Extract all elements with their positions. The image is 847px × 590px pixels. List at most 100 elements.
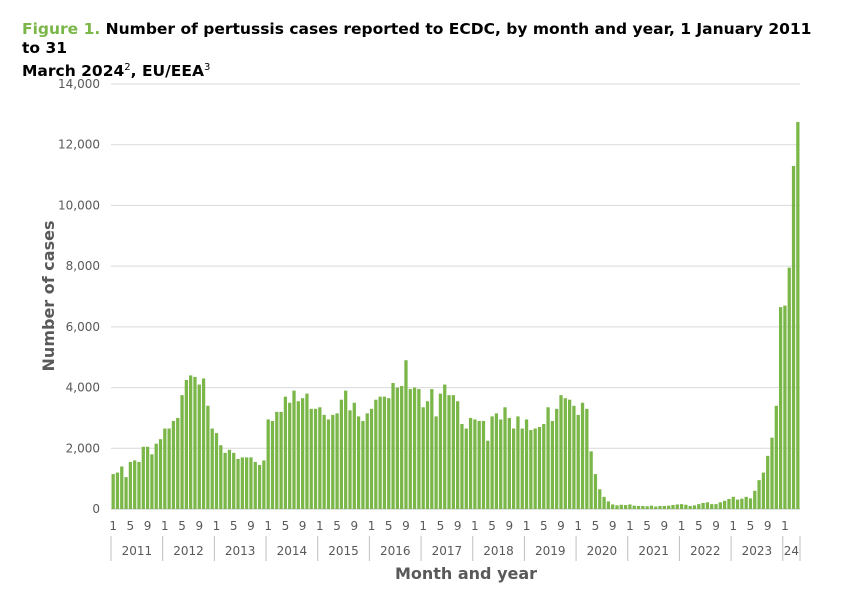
x-tick-label: 1 [109,519,117,533]
year-label: 24 [784,544,799,558]
title-line2b: , EU/EEA [130,62,204,81]
bar [710,504,714,509]
bar [585,408,589,509]
bar [111,474,115,509]
bar [283,396,288,509]
bar [201,378,206,509]
bar [731,496,735,509]
bar [296,401,300,509]
bar [481,420,486,509]
bar [322,414,326,509]
bar [641,505,645,509]
bar [593,474,598,509]
x-tick-label: 1 [316,519,324,533]
bar [305,393,309,509]
bar [210,428,214,509]
y-tick-label: 4,000 [66,381,100,395]
bar [619,504,623,509]
bar [512,428,516,509]
bar [266,419,270,509]
bar [206,405,210,509]
bar [636,505,641,509]
title-line1: Number of pertussis cases reported to EC… [22,20,812,57]
y-tick-label: 12,000 [58,138,100,152]
bar [516,416,520,509]
bar [158,439,163,509]
x-tick-label: 9 [712,519,720,533]
bar [300,398,305,509]
bar [787,267,791,509]
bar [447,395,451,509]
bar [550,420,555,509]
bar [227,449,232,509]
bar [456,401,460,509]
x-tick-label: 9 [195,519,203,533]
bar [740,498,744,509]
bar [150,454,154,509]
bar [133,460,137,509]
bar [193,376,197,509]
bar [477,420,481,509]
bar [344,390,348,509]
bar [796,121,800,509]
bar [270,420,275,509]
bar [240,457,244,509]
x-tick-label: 5 [437,519,445,533]
bar [249,457,253,509]
bar [494,413,499,510]
x-tick-label: 5 [178,519,186,533]
bar [214,433,219,509]
bar [761,472,766,509]
bar [753,490,757,509]
bar [563,398,567,509]
bar [654,506,658,509]
bar [460,424,464,509]
y-tick-label: 6,000 [66,320,100,334]
y-tick-label: 2,000 [66,441,100,455]
year-label: 2020 [587,544,618,558]
gridlines [111,83,800,510]
x-tick-label: 5 [282,519,290,533]
bar [412,387,417,509]
bar [679,504,684,509]
bar [567,399,572,509]
x-tick-label: 5 [643,519,651,533]
bar [524,419,529,509]
x-tick-label: 1 [523,519,531,533]
x-tick-label: 9 [350,519,358,533]
bar [223,452,227,509]
bar [184,379,188,509]
bar [555,408,559,509]
bar [468,417,473,509]
bar [236,458,240,509]
bar [154,443,158,509]
bar [602,496,606,509]
x-tick-label: 5 [747,519,755,533]
x-tick-label: 1 [161,519,169,533]
x-tick-label: 1 [574,519,582,533]
bar [374,399,378,509]
bar [671,505,675,509]
bar [486,440,490,509]
bar [438,393,443,509]
bar [141,446,145,509]
bar [667,505,671,509]
bar [537,427,542,509]
bar [770,437,774,509]
bar [615,505,619,509]
bar [473,419,477,509]
year-label: 2013 [225,544,256,558]
x-tick-label: 1 [729,519,737,533]
bar [167,428,171,509]
bar [171,420,176,509]
bar [318,407,322,509]
x-tick-label: 1 [626,519,634,533]
bar [658,505,662,509]
bar [443,384,447,509]
bar [520,428,524,509]
bar [382,396,387,509]
x-tick-label: 1 [368,519,376,533]
bar [369,408,374,509]
bar [735,499,740,509]
